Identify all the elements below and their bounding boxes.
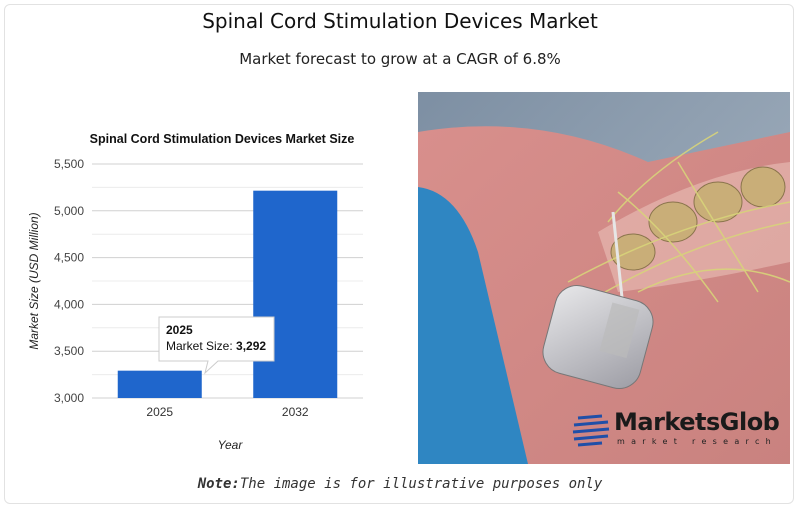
x-axis-label: Year — [218, 438, 244, 452]
x-tick-label: 2032 — [282, 405, 309, 419]
logo-globe-icon — [572, 414, 610, 447]
page-title: Spinal Cord Stimulation Devices Market — [202, 9, 598, 33]
x-tick-label: 2025 — [146, 405, 173, 419]
note-label: Note: — [197, 476, 240, 492]
y-tick-label: 3,500 — [54, 344, 84, 358]
y-axis-label: Market Size (USD Million) — [27, 212, 41, 349]
page-subtitle: Market forecast to grow at a CAGR of 6.8… — [239, 50, 561, 68]
tooltip-title: 2025 — [166, 323, 193, 337]
logo-name: MarketsGlob — [614, 408, 780, 436]
y-tick-label: 4,000 — [54, 297, 84, 311]
bar-2025[interactable] — [117, 370, 202, 398]
note-text: The image is for illustrative purposes o… — [239, 476, 603, 492]
bar-chart: Spinal Cord Stimulation Devices Market S… — [27, 132, 363, 452]
tooltip: 2025 Market Size: 3,292 — [158, 316, 275, 375]
chart-title: Spinal Cord Stimulation Devices Market S… — [90, 132, 355, 146]
y-tick-label: 5,500 — [54, 157, 84, 171]
y-tick-label: 3,000 — [54, 391, 84, 405]
logo-tagline: market research — [617, 437, 778, 446]
note: Note:The image is for illustrative purpo… — [0, 476, 800, 492]
y-tick-label: 4,500 — [54, 251, 84, 265]
y-tick-label: 5,000 — [54, 204, 84, 218]
tooltip-text: Market Size: 3,292 — [166, 339, 266, 353]
illustration-image — [418, 92, 790, 464]
card — [4, 4, 794, 504]
bar-2032[interactable] — [253, 190, 338, 398]
